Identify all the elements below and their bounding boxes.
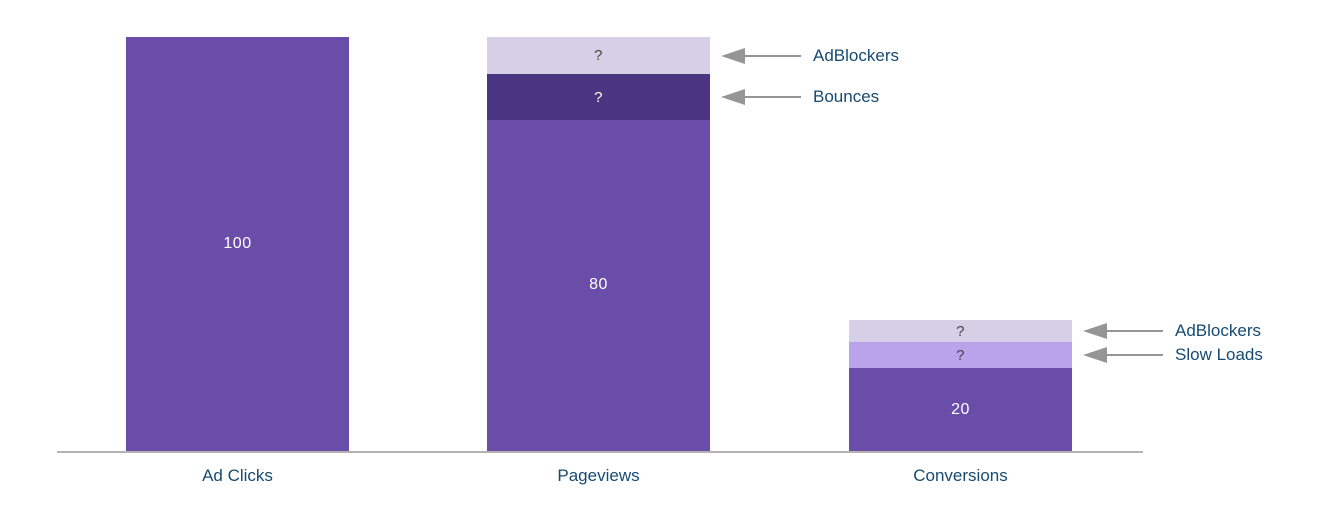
arrow-left-icon bbox=[721, 47, 745, 64]
arrow-left-icon bbox=[721, 89, 745, 106]
annotation-label-adblockers: AdBlockers bbox=[813, 45, 899, 65]
category-label-conversions: Conversions bbox=[913, 466, 1008, 485]
segment-value-label: ? bbox=[956, 322, 965, 340]
arrow-shaft bbox=[743, 96, 801, 99]
arrow-shaft bbox=[743, 54, 801, 57]
segment-value-label: ? bbox=[956, 346, 965, 364]
arrow-shaft bbox=[1105, 330, 1163, 333]
annotation-label-slow-loads: Slow Loads bbox=[1175, 345, 1263, 365]
bar-segment-pageviews-pageviews: 80 bbox=[487, 119, 710, 451]
segment-value-label: ? bbox=[594, 47, 603, 65]
bar-segment-conversions-slow-loads: ? bbox=[849, 342, 1072, 369]
bar-segment-pageviews-bounces: ? bbox=[487, 74, 710, 120]
bar-segment-pageviews-adblockers: ? bbox=[487, 37, 710, 75]
segment-value-label: ? bbox=[594, 88, 603, 106]
annotation-label-bounces: Bounces bbox=[813, 87, 880, 107]
arrow-shaft bbox=[1105, 354, 1163, 357]
x-axis-line bbox=[57, 451, 1143, 453]
bar-segment-conversions-conversions: 20 bbox=[849, 368, 1072, 451]
segment-value-label: 20 bbox=[951, 400, 970, 418]
arrow-left-icon bbox=[1083, 323, 1107, 340]
bar-segment-ad-clicks-ad-clicks: 100 bbox=[126, 37, 349, 451]
bar-segment-conversions-adblockers: ? bbox=[849, 320, 1072, 343]
category-label-pageviews: Pageviews bbox=[557, 466, 640, 485]
category-label-ad-clicks: Ad Clicks bbox=[202, 466, 273, 485]
segment-value-label: 100 bbox=[223, 235, 252, 252]
segment-value-label: 80 bbox=[589, 276, 608, 294]
arrow-left-icon bbox=[1083, 347, 1107, 364]
annotation-label-adblockers: AdBlockers bbox=[1175, 321, 1261, 341]
